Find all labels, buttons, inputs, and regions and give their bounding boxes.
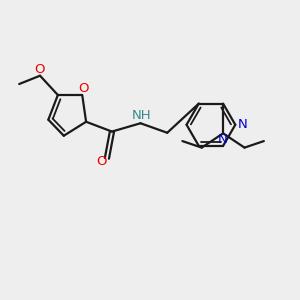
Text: O: O [96, 155, 107, 168]
Text: N: N [218, 134, 228, 146]
Text: O: O [34, 63, 44, 76]
Text: NH: NH [131, 109, 151, 122]
Text: N: N [238, 118, 247, 130]
Text: O: O [78, 82, 88, 95]
